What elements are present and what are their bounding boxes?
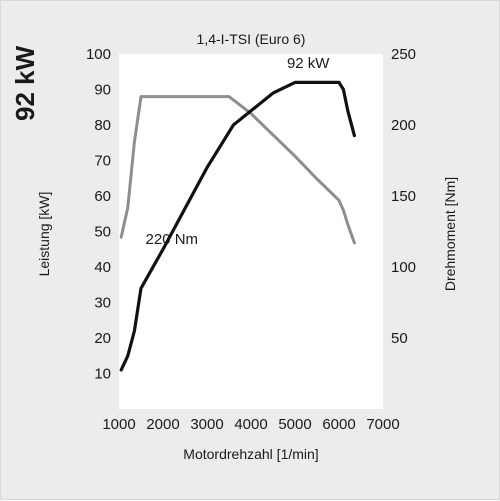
power-line	[119, 80, 356, 372]
annotation-layer: 92 kW 220 Nm	[146, 55, 331, 248]
y-right-axis-label: Drehmoment [Nm]	[442, 177, 458, 291]
annotation-label: 220 Nm	[146, 231, 199, 248]
y-right-tick-label: 50	[391, 330, 408, 347]
y-left-tick-label: 10	[94, 366, 111, 383]
chart-title: 1,4-I-TSI (Euro 6)	[197, 31, 306, 47]
y-right-tick-label: 100	[391, 259, 416, 276]
y-left-tick-label: 20	[94, 330, 111, 347]
x-axis-label: Motordrehzahl [1/min]	[183, 446, 318, 462]
x-tick-label: 3000	[190, 416, 223, 433]
y-right-tick-label: 150	[391, 188, 416, 205]
y-left-tick-label: 50	[94, 224, 111, 241]
torque-line	[119, 95, 356, 245]
annotation-label: 92 kW	[287, 55, 330, 72]
x-tick-label: 4000	[234, 416, 267, 433]
x-tick-label: 6000	[322, 416, 355, 433]
y-left-tick-label: 100	[86, 46, 111, 63]
y-right-tick-label: 200	[391, 117, 416, 134]
y-right-tick-label: 250	[391, 46, 416, 63]
x-tick-label: 5000	[278, 416, 311, 433]
y-left-tick-label: 90	[94, 82, 111, 99]
tick-layer: 1000 2000 3000 4000 5000 6000 7000 10 20 30 40 50 60…	[86, 46, 416, 433]
y-left-tick-label: 80	[94, 117, 111, 134]
y-left-axis-label: Leistung [kW]	[36, 192, 52, 277]
y-left-tick-label: 60	[94, 188, 111, 205]
x-tick-label: 7000	[366, 416, 399, 433]
y-left-tick-label: 40	[94, 259, 111, 276]
x-tick-label: 1000	[102, 416, 135, 433]
y-left-tick-label: 70	[94, 153, 111, 170]
x-tick-label: 2000	[146, 416, 179, 433]
y-left-tick-label: 30	[94, 295, 111, 312]
series-layer	[119, 80, 356, 372]
